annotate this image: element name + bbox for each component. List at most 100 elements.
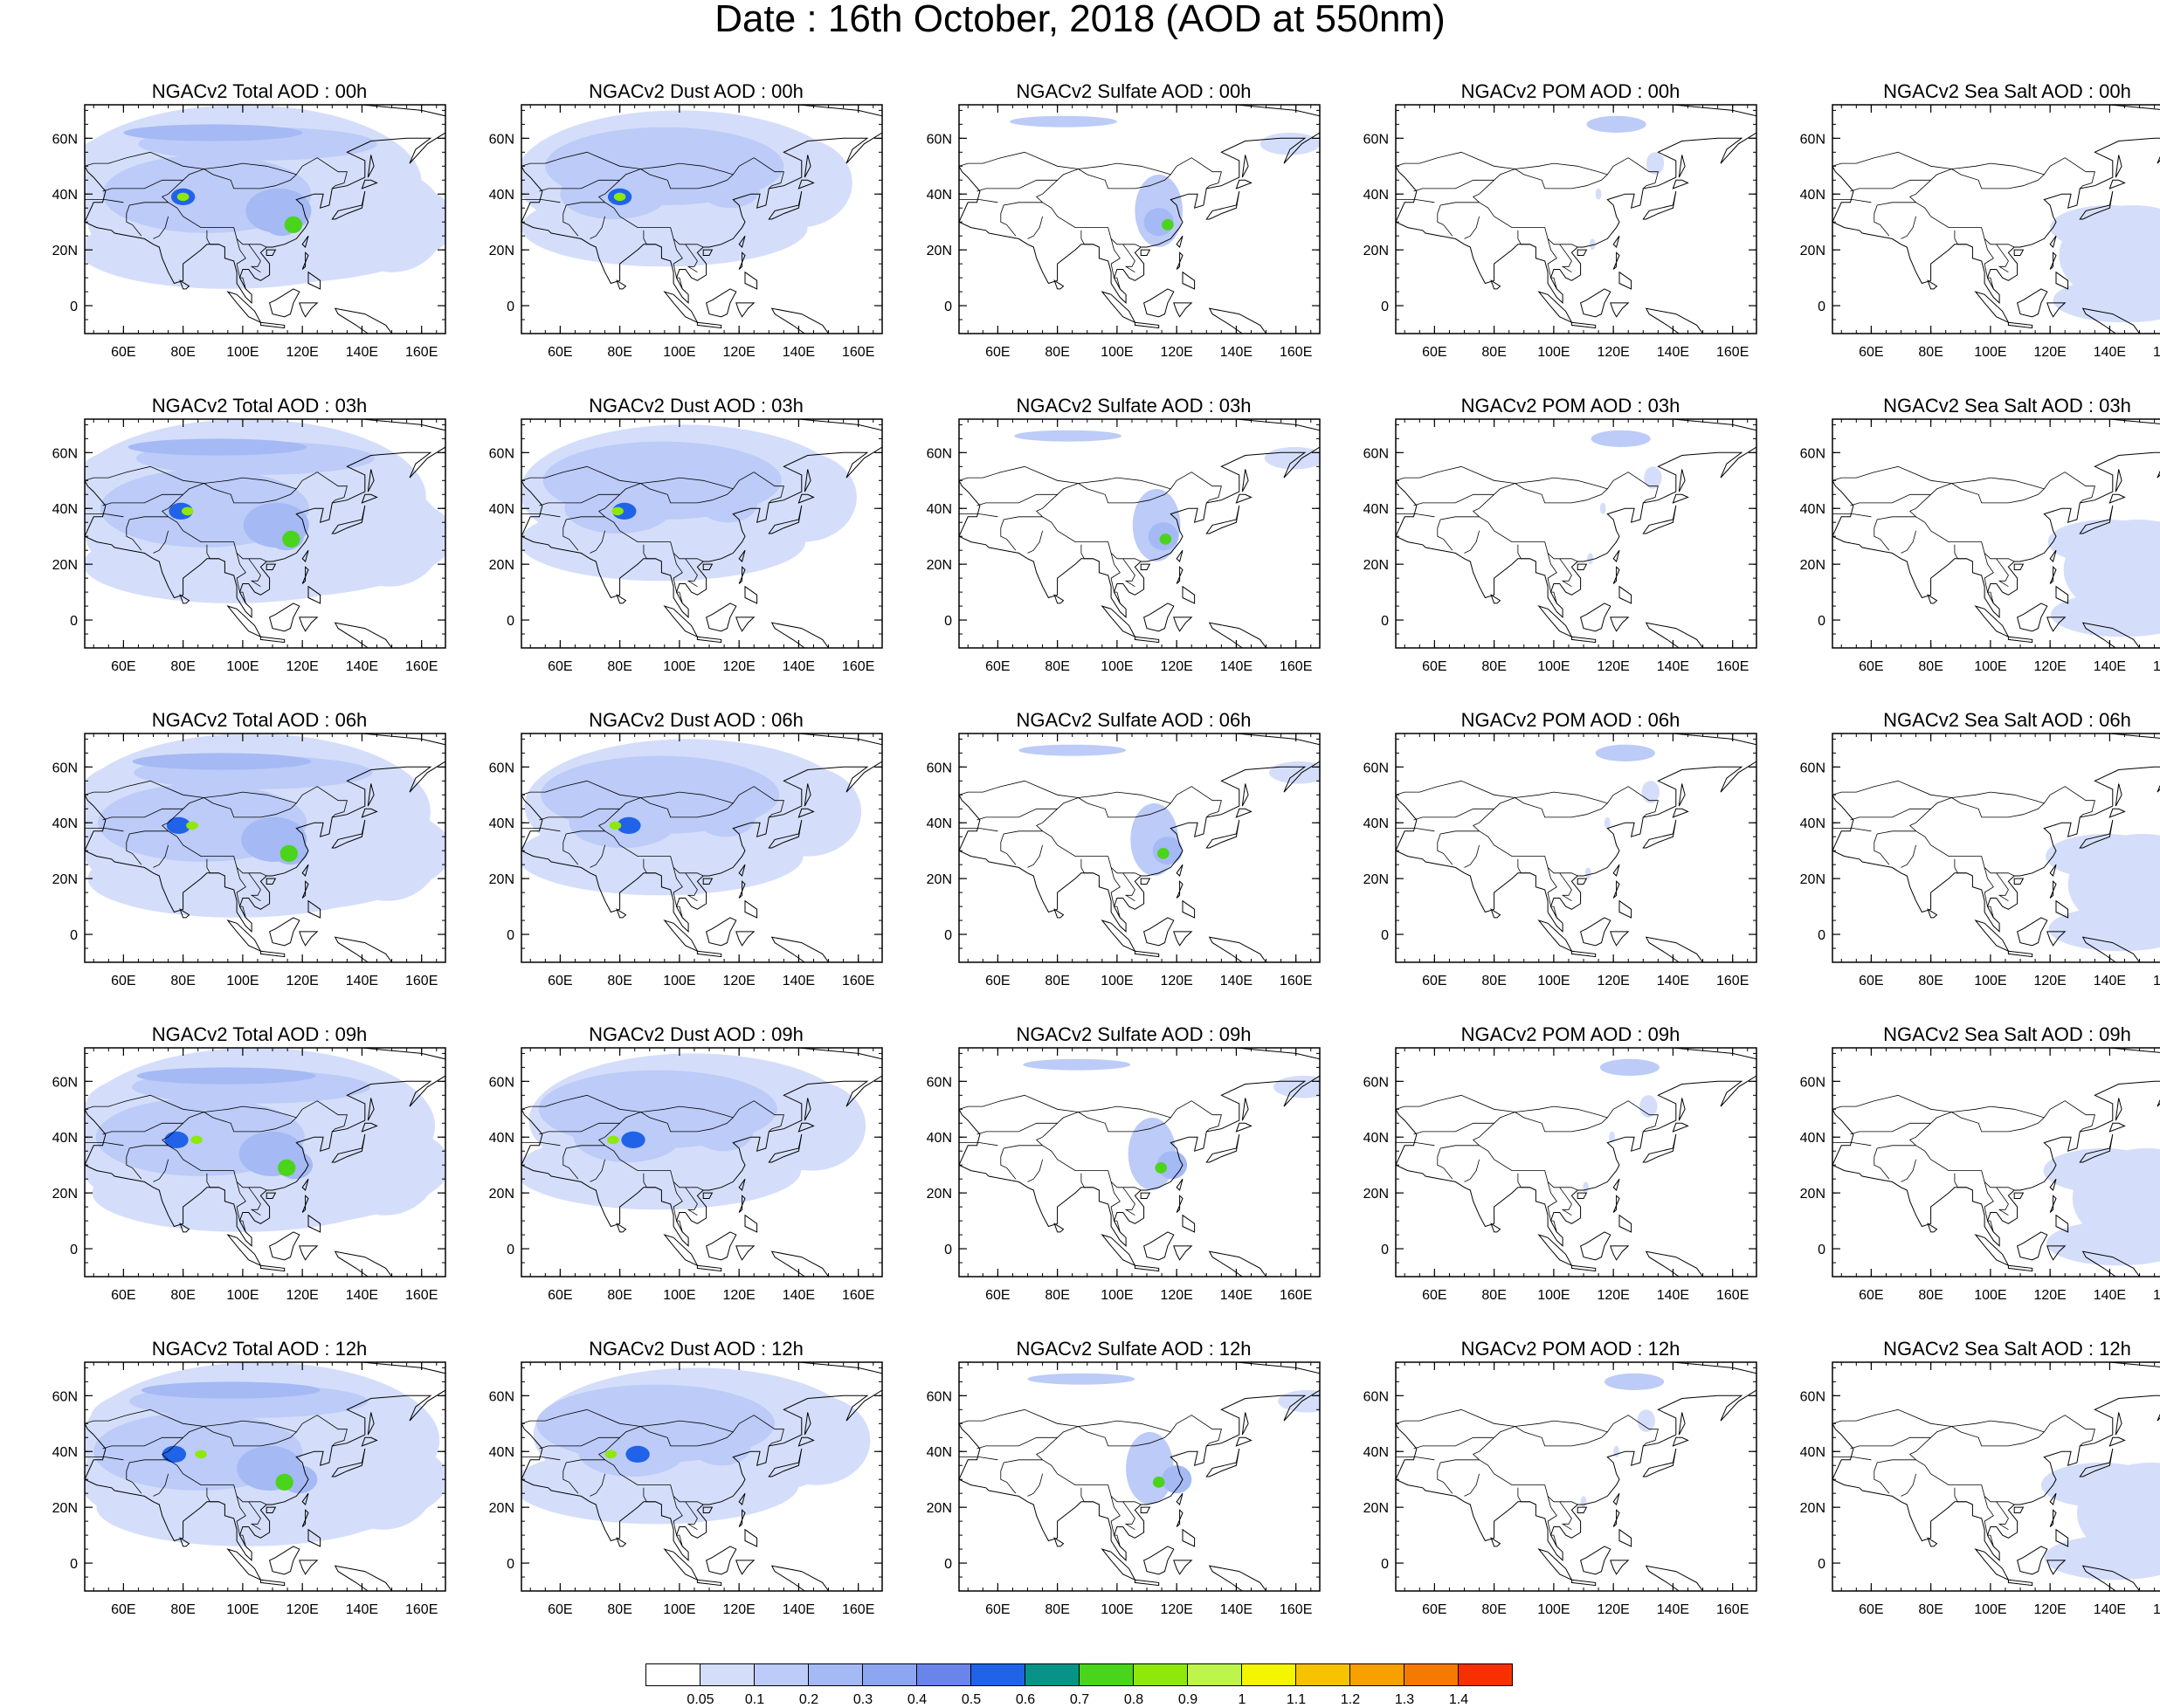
coastline bbox=[259, 1579, 286, 1587]
x-tick-label: 80E bbox=[1918, 1602, 1943, 1617]
x-tick-label: 100E bbox=[663, 345, 695, 360]
map-plot: 60E 80E 100E 120E 140E 160E 60N 40N 20N 0 bbox=[489, 1047, 883, 1303]
coastline bbox=[1140, 1506, 1151, 1513]
coastline bbox=[804, 155, 811, 178]
colorbar-swatch bbox=[1349, 1663, 1404, 1686]
x-tick-label: 160E bbox=[2153, 1288, 2160, 1303]
coastline bbox=[770, 622, 830, 648]
coastline bbox=[2049, 1195, 2057, 1213]
colorbar-swatch bbox=[1458, 1663, 1513, 1686]
country-border bbox=[85, 1408, 204, 1427]
country-border bbox=[539, 1122, 620, 1135]
y-tick-label: 60N bbox=[927, 132, 952, 147]
map-panel-dust-2: NGACv2 Dust AOD : 06h 60E 80E 100E 120E 140E 1… bbox=[478, 711, 914, 1025]
x-tick-label: 100E bbox=[1101, 345, 1133, 360]
colorbar-swatch bbox=[1025, 1663, 1080, 1686]
country-border bbox=[1464, 530, 1480, 554]
coastline bbox=[521, 733, 882, 933]
panel-title: NGACv2 Total AOD : 09h bbox=[151, 1023, 368, 1045]
aod-plume bbox=[169, 502, 193, 520]
x-tick-label: 140E bbox=[1220, 974, 1253, 988]
y-tick-label: 40N bbox=[1363, 816, 1389, 831]
panel-title: NGACv2 POM AOD : 03h bbox=[1460, 395, 1680, 417]
coastline bbox=[744, 899, 758, 919]
country-border bbox=[732, 1415, 784, 1447]
map-panel-sulfate-4: NGACv2 Sulfate AOD : 12h 60E 80E 100E 120E 14… bbox=[915, 1340, 1352, 1654]
country-border bbox=[248, 244, 261, 273]
map-frame bbox=[84, 418, 446, 649]
country-border bbox=[1110, 867, 1121, 907]
aod-plume bbox=[1589, 238, 1596, 251]
panel-title: NGACv2 Dust AOD : 03h bbox=[589, 395, 804, 417]
coastline bbox=[744, 585, 758, 604]
y-tick-label: 20N bbox=[927, 244, 952, 258]
aod-plume bbox=[121, 486, 206, 531]
map-plot: 60E 80E 100E 120E 140E 160E 60N 40N 20N 0 bbox=[1800, 1361, 2160, 1617]
map-plot: 60E 80E 100E 120E 140E 160E 60N 40N 20N 0 bbox=[927, 1047, 1321, 1303]
coastline bbox=[2013, 249, 2025, 256]
map-frame bbox=[1832, 1047, 2160, 1278]
aod-plume bbox=[2050, 205, 2160, 251]
coastline bbox=[1208, 1250, 1267, 1277]
country-border bbox=[539, 493, 620, 506]
panel-title: NGACv2 Sea Salt AOD : 03h bbox=[1883, 395, 2131, 417]
country-border bbox=[1517, 858, 1530, 874]
aod-plume bbox=[190, 1135, 203, 1145]
x-tick-label: 120E bbox=[1597, 659, 1629, 674]
country-border bbox=[521, 1094, 641, 1112]
coastline bbox=[2049, 1492, 2057, 1505]
country-border bbox=[676, 1220, 683, 1233]
coastline bbox=[1134, 636, 1160, 644]
country-border bbox=[676, 1534, 683, 1547]
x-tick-label: 100E bbox=[1101, 974, 1133, 988]
aod-plume bbox=[334, 800, 441, 901]
coastline bbox=[1173, 1245, 1193, 1261]
coastline bbox=[1610, 302, 1630, 318]
country-border bbox=[1550, 277, 1557, 290]
aod-plume bbox=[85, 210, 377, 289]
map-panel-pom-4: NGACv2 POM AOD : 12h 60E 80E 100E 120E 140E 16… bbox=[1352, 1340, 1789, 1654]
country-border bbox=[102, 493, 183, 506]
y-tick-label: 20N bbox=[1800, 872, 1825, 887]
coastline bbox=[1832, 733, 2160, 933]
colorbar-label: 0.05 bbox=[687, 1692, 714, 1707]
coastline bbox=[735, 616, 756, 632]
country-border bbox=[1559, 1501, 1572, 1531]
coastline bbox=[1143, 1546, 1175, 1575]
x-tick-label: 60E bbox=[1859, 345, 1883, 360]
x-tick-label: 100E bbox=[1974, 974, 2006, 988]
country-border bbox=[1850, 493, 1931, 506]
aod-plume bbox=[186, 821, 198, 830]
y-tick-label: 20N bbox=[927, 558, 952, 573]
coastline bbox=[1490, 594, 1501, 604]
y-tick-label: 20N bbox=[1363, 1187, 1389, 1202]
country-border bbox=[206, 1173, 219, 1188]
coastline bbox=[1570, 321, 1597, 329]
map-plot: 60E 80E 100E 120E 140E 160E 60N 40N 20N 0 bbox=[489, 104, 883, 360]
coastline bbox=[797, 493, 815, 504]
coastline bbox=[299, 1560, 319, 1575]
country-border bbox=[1080, 230, 1094, 245]
coastline bbox=[1645, 936, 1704, 962]
x-tick-label: 160E bbox=[2153, 974, 2160, 988]
country-border bbox=[1832, 465, 1952, 484]
coastline bbox=[1143, 1231, 1175, 1261]
coastline bbox=[299, 616, 319, 632]
country-border bbox=[1874, 1145, 1916, 1180]
coastline bbox=[1927, 279, 1938, 290]
coastline bbox=[2079, 819, 2114, 849]
aod-plume bbox=[284, 216, 303, 233]
country-border bbox=[1874, 1459, 1916, 1494]
country-border bbox=[732, 472, 784, 504]
aod-plume bbox=[2051, 592, 2160, 637]
coastline bbox=[1610, 1245, 1630, 1261]
y-tick-label: 40N bbox=[1363, 1445, 1389, 1460]
x-tick-label: 60E bbox=[548, 659, 572, 674]
aod-plume bbox=[1583, 1181, 1589, 1194]
country-border bbox=[1517, 544, 1530, 560]
x-tick-label: 80E bbox=[1481, 1288, 1506, 1303]
x-tick-label: 160E bbox=[405, 659, 438, 674]
aod-plume bbox=[176, 192, 190, 202]
coastline bbox=[2049, 864, 2057, 877]
coastline bbox=[1053, 279, 1065, 290]
